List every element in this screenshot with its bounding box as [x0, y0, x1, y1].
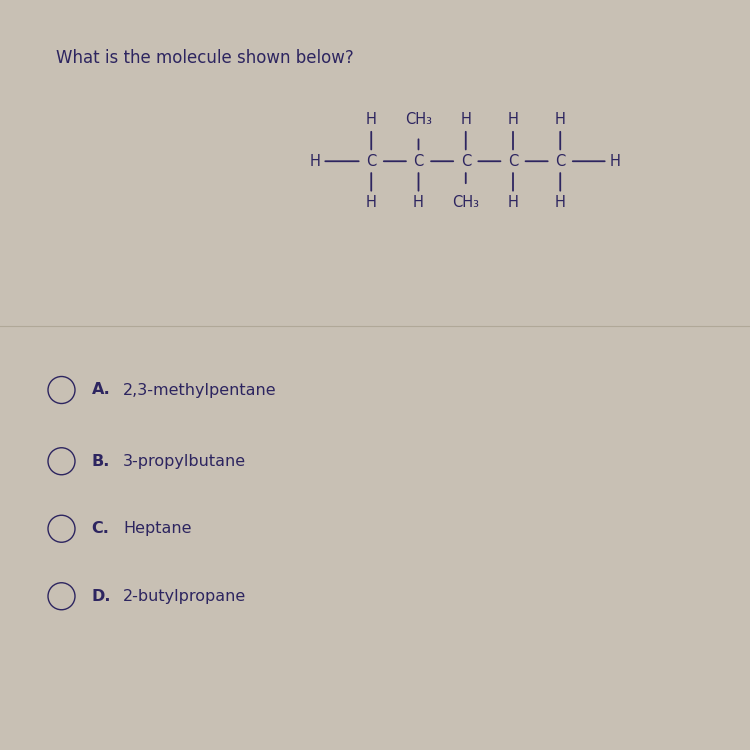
Text: H: H: [508, 112, 518, 128]
Text: H: H: [413, 195, 424, 210]
Text: 3-propylbutane: 3-propylbutane: [123, 454, 246, 469]
Text: 2-butylpropane: 2-butylpropane: [123, 589, 246, 604]
Text: C: C: [555, 154, 566, 169]
Text: H: H: [310, 154, 320, 169]
Text: B.: B.: [92, 454, 110, 469]
Text: C: C: [460, 154, 471, 169]
Text: C: C: [366, 154, 376, 169]
Text: H: H: [610, 154, 620, 169]
Text: H: H: [366, 195, 376, 210]
Text: 2,3-methylpentane: 2,3-methylpentane: [123, 382, 277, 398]
Text: C.: C.: [92, 521, 110, 536]
Text: CH₃: CH₃: [452, 195, 479, 210]
Text: A.: A.: [92, 382, 110, 398]
Text: CH₃: CH₃: [405, 112, 432, 128]
Text: H: H: [366, 112, 376, 128]
Text: D.: D.: [92, 589, 111, 604]
Text: What is the molecule shown below?: What is the molecule shown below?: [56, 49, 354, 67]
Text: H: H: [460, 112, 471, 128]
Text: C: C: [413, 154, 424, 169]
Text: H: H: [555, 195, 566, 210]
Text: H: H: [555, 112, 566, 128]
Text: C: C: [508, 154, 518, 169]
Text: Heptane: Heptane: [123, 521, 191, 536]
Text: H: H: [508, 195, 518, 210]
